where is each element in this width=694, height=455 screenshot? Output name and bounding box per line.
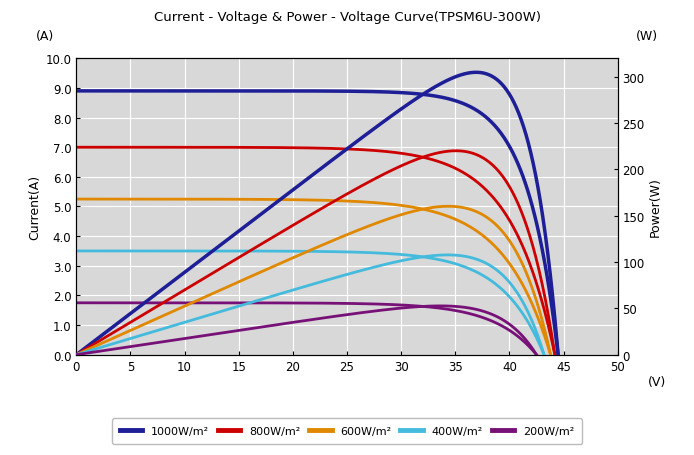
Text: Current - Voltage & Power - Voltage Curve(TPSM6U-300W): Current - Voltage & Power - Voltage Curv…: [153, 11, 541, 25]
Legend: 1000W/m², 800W/m², 600W/m², 400W/m², 200W/m²: 1000W/m², 800W/m², 600W/m², 400W/m², 200…: [112, 419, 582, 444]
Text: (W): (W): [636, 30, 658, 43]
Y-axis label: Power(W): Power(W): [649, 177, 662, 237]
Text: (A): (A): [36, 30, 54, 43]
Text: (V): (V): [648, 376, 666, 389]
Y-axis label: Current(A): Current(A): [28, 175, 42, 239]
